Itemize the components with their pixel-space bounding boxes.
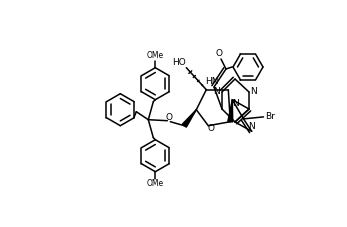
Text: O: O (208, 124, 215, 133)
Text: N: N (248, 122, 255, 131)
Text: N: N (214, 87, 220, 96)
Text: Br: Br (265, 112, 276, 121)
Text: OMe: OMe (147, 179, 164, 188)
Polygon shape (182, 110, 196, 127)
Text: HN: HN (205, 76, 219, 86)
Text: O: O (166, 113, 173, 122)
Text: OMe: OMe (147, 51, 164, 60)
Text: O: O (215, 49, 222, 59)
Text: N: N (232, 99, 239, 108)
Text: HO: HO (172, 58, 186, 67)
Polygon shape (228, 100, 233, 122)
Text: N: N (251, 87, 257, 96)
